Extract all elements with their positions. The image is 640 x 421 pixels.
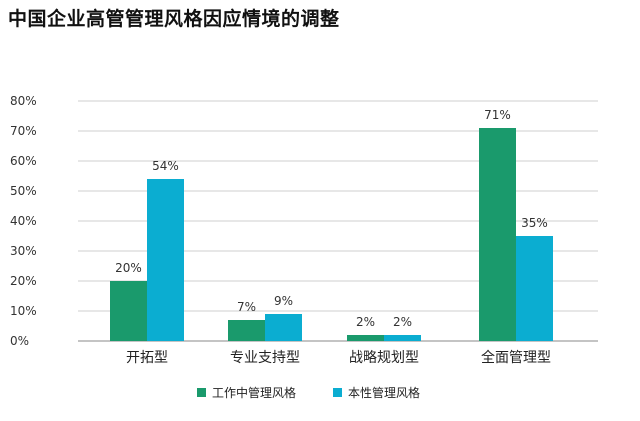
data-label: 35%: [521, 216, 548, 230]
data-label: 71%: [484, 108, 511, 122]
bar: [228, 320, 265, 341]
bar: [147, 179, 184, 341]
data-label: 9%: [274, 294, 293, 308]
bar: [516, 236, 553, 341]
x-tick-label: 专业支持型: [230, 350, 300, 366]
bar: [479, 128, 516, 341]
y-tick-label: 30%: [10, 244, 37, 258]
y-tick-label: 80%: [10, 94, 37, 108]
x-tick-label: 战略规划型: [349, 350, 419, 366]
y-tick-label: 40%: [10, 214, 37, 228]
data-label: 7%: [237, 300, 256, 314]
legend-swatch: [333, 388, 342, 397]
bar: [265, 314, 302, 341]
y-tick-label: 50%: [10, 184, 37, 198]
data-label: 2%: [356, 315, 375, 329]
x-tick-label: 开拓型: [126, 350, 168, 366]
bar: [384, 335, 421, 341]
bar: [110, 281, 147, 341]
y-tick-label: 20%: [10, 274, 37, 288]
x-tick-label: 全面管理型: [481, 349, 551, 366]
legend-label: 工作中管理风格: [212, 385, 296, 400]
data-label: 54%: [152, 159, 179, 173]
legend-label: 本性管理风格: [348, 385, 420, 400]
data-label: 2%: [393, 315, 412, 329]
y-tick-label: 10%: [10, 304, 37, 318]
y-tick-label: 70%: [10, 124, 37, 138]
y-tick-label: 60%: [10, 154, 37, 168]
y-tick-label: 0%: [10, 334, 29, 348]
bar: [347, 335, 384, 341]
chart-title: 中国企业高管管理风格因应情境的调整: [8, 8, 340, 30]
legend-swatch: [197, 388, 206, 397]
data-label: 20%: [115, 261, 142, 275]
